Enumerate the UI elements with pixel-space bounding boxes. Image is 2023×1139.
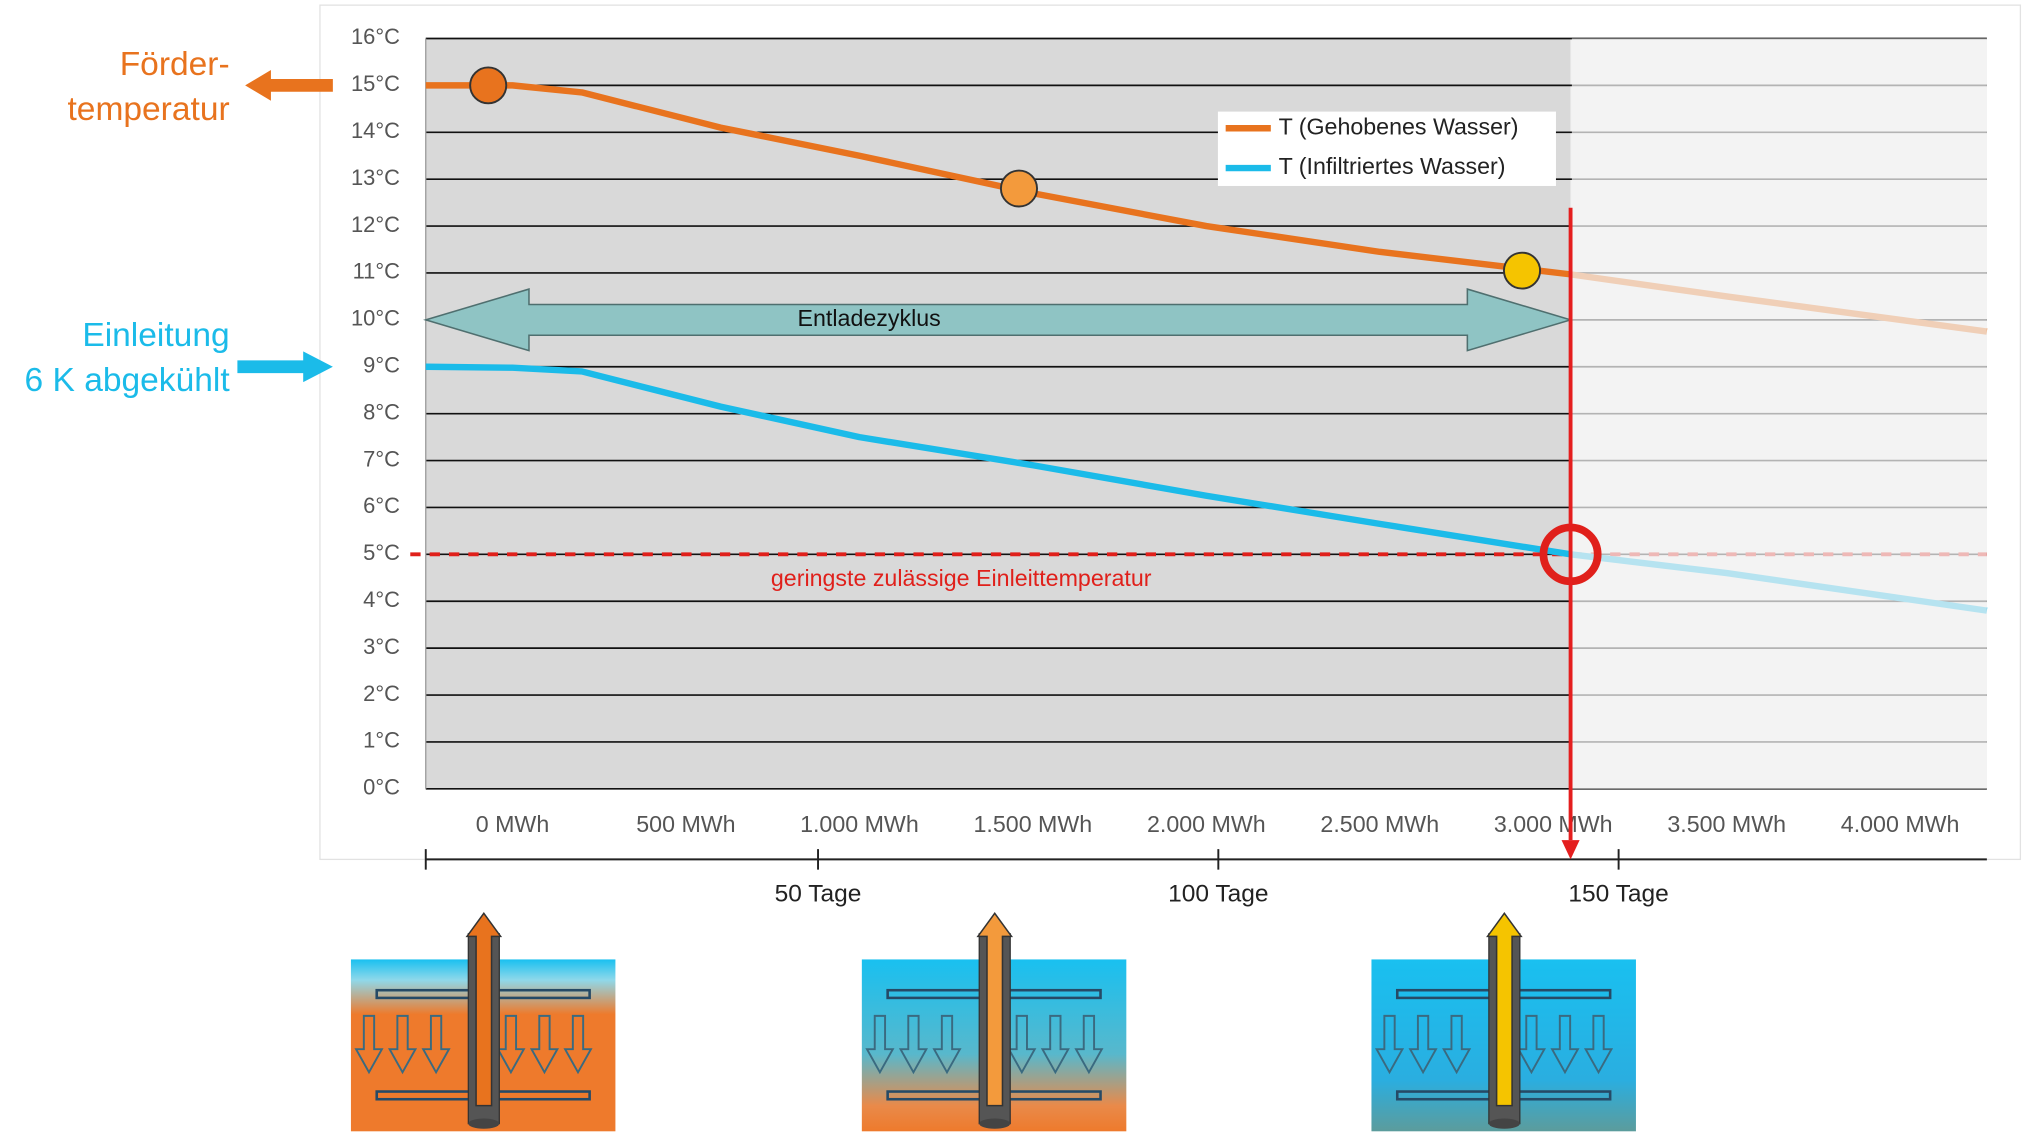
fade-overlay — [1572, 38, 1987, 788]
well-pipe-end — [1489, 1118, 1520, 1128]
y-tick-label: 8°C — [363, 399, 400, 424]
well-diagrams — [351, 913, 1636, 1131]
y-tick-label: 4°C — [363, 587, 400, 612]
point-marker — [470, 67, 506, 103]
x-tick-label: 2.000 MWh — [1147, 811, 1266, 837]
threshold-label: geringste zulässige Einleittemperatur — [771, 565, 1152, 591]
y-tick-label: 3°C — [363, 634, 400, 659]
x-tick-label: 1.500 MWh — [974, 811, 1093, 837]
y-tick-label: 16°C — [351, 24, 400, 49]
y-tick-label: 0°C — [363, 775, 400, 800]
side-label: Einleitung — [82, 317, 229, 354]
y-tick-label: 7°C — [363, 446, 400, 471]
span-label: Entladezyklus — [798, 305, 941, 331]
point-marker — [1504, 253, 1540, 289]
legend-label: T (Gehobenes Wasser) — [1279, 113, 1519, 139]
side-arrow — [237, 351, 332, 382]
x-tick-label: 2.500 MWh — [1320, 811, 1439, 837]
well-pipe-end — [979, 1118, 1010, 1128]
side-label: Förder- — [120, 46, 230, 83]
y-tick-label: 6°C — [363, 493, 400, 518]
x-tick-label: 3.500 MWh — [1667, 811, 1786, 837]
point-marker — [1001, 171, 1037, 207]
legend-label: T (Infiltriertes Wasser) — [1279, 153, 1506, 179]
y-tick-label: 2°C — [363, 681, 400, 706]
y-tick-label: 13°C — [351, 165, 400, 190]
x-tick-label: 4.000 MWh — [1841, 811, 1960, 837]
well-pipe-end — [468, 1118, 499, 1128]
y-tick-label: 9°C — [363, 353, 400, 378]
legend: T (Gehobenes Wasser) T (Infiltriertes Was… — [1218, 112, 1556, 186]
x-tick-label: 500 MWh — [636, 811, 735, 837]
side-label: 6 K abgekühlt — [25, 362, 231, 399]
y-tick-label: 1°C — [363, 728, 400, 753]
x2-tick-label: 50 Tage — [775, 881, 862, 908]
x2-tick-label: 100 Tage — [1168, 881, 1268, 908]
y-tick-label: 15°C — [351, 71, 400, 96]
x-tick-label: 3.000 MWh — [1494, 811, 1613, 837]
side-label: temperatur — [67, 91, 229, 128]
x2-tick-label: 150 Tage — [1568, 881, 1668, 908]
y-tick-label: 5°C — [363, 540, 400, 565]
x-tick-label: 0 MWh — [476, 811, 550, 837]
y-tick-label: 12°C — [351, 212, 400, 237]
y-tick-label: 11°C — [353, 259, 400, 284]
y-tick-label: 14°C — [351, 118, 400, 143]
page: 0°C 1°C 2°C 3°C 4°C 5°C 6°C 7°C 8°C 9°C 10°C 11°C 12… — [0, 0, 2023, 1139]
x-tick-label: 1.000 MWh — [800, 811, 919, 837]
chart: 0°C 1°C 2°C 3°C 4°C 5°C 6°C 7°C 8°C 9°C 10°C 11°C 12… — [0, 0, 2023, 1139]
y-tick-label: 10°C — [351, 306, 400, 331]
